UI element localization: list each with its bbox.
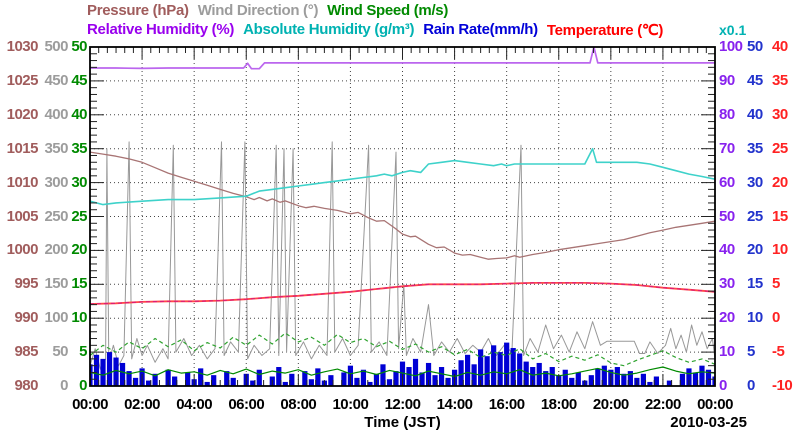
legend-item: Wind Speed (m/s) <box>327 2 449 19</box>
y-tick-temperature: 5 <box>772 275 780 293</box>
scale-note: x0.1 <box>719 22 747 38</box>
y-tick-wind_direction: 200 <box>44 241 68 259</box>
legend-item: Rain Rate(mm/h) <box>423 21 538 38</box>
y-tick-wind_speed: 10 <box>71 309 87 327</box>
y-tick-pressure: 1025 <box>6 71 39 89</box>
y-tick-temperature: 20 <box>772 173 788 191</box>
y-tick-pressure: 1010 <box>6 173 39 191</box>
y-tick-wind_speed: 5 <box>79 343 87 361</box>
y-tick-temperature: 35 <box>772 71 788 89</box>
y-tick-temperature: 15 <box>772 207 788 225</box>
y-tick-temperature: -5 <box>772 343 785 361</box>
y-tick-relative_humidity: 100 <box>719 38 743 55</box>
y-tick-rain_rate: 45 <box>747 71 763 89</box>
y-tick-relative_humidity: 50 <box>719 207 735 225</box>
y-tick-wind_direction: 300 <box>44 173 68 191</box>
y-tick-rain_rate: 25 <box>747 207 763 225</box>
y-tick-wind_direction: 250 <box>44 207 68 225</box>
y-tick-pressure: 995 <box>14 275 38 293</box>
y-tick-wind_speed: 50 <box>71 38 87 55</box>
x-tick-label: 14:00 <box>436 396 473 413</box>
y-tick-rain_rate: 20 <box>747 241 763 259</box>
x-axis-title: Time (JST) <box>364 414 441 431</box>
x-tick-label: 04:00 <box>176 396 213 413</box>
y-tick-wind_direction: 100 <box>44 309 68 327</box>
y-tick-relative_humidity: 30 <box>719 275 735 293</box>
y-tick-pressure: 1020 <box>6 105 39 123</box>
y-tick-wind_speed: 25 <box>71 207 87 225</box>
y-tick-wind_direction: 0 <box>60 377 68 394</box>
y-tick-wind_direction: 350 <box>44 139 68 157</box>
y-tick-wind_direction: 50 <box>52 343 68 361</box>
y-tick-rain_rate: 5 <box>747 343 755 361</box>
y-tick-rain_rate: 50 <box>747 38 763 55</box>
y-tick-wind_direction: 150 <box>44 275 68 293</box>
y-tick-rain_rate: 15 <box>747 275 763 293</box>
date-label: 2010-03-25 <box>670 414 747 431</box>
y-tick-relative_humidity: 20 <box>719 309 735 327</box>
y-tick-pressure: 980 <box>14 377 38 394</box>
y-tick-temperature: -10 <box>772 377 793 394</box>
y-tick-pressure: 1015 <box>6 139 39 157</box>
legend-item: Wind Direction (°) <box>197 2 319 19</box>
x-tick-label: 16:00 <box>488 396 525 413</box>
x-tick-label: 00:00 <box>72 396 108 413</box>
x-tick-label: 08:00 <box>280 396 317 413</box>
y-tick-temperature: 40 <box>772 38 788 55</box>
y-tick-rain_rate: 10 <box>747 309 763 327</box>
y-tick-relative_humidity: 10 <box>719 343 735 361</box>
y-tick-relative_humidity: 60 <box>719 173 735 191</box>
y-tick-relative_humidity: 90 <box>719 71 735 89</box>
x-tick-label: 18:00 <box>540 396 577 413</box>
y-tick-wind_speed: 15 <box>71 275 87 293</box>
x-tick-label: 20:00 <box>592 396 629 413</box>
x-tick-label: 10:00 <box>332 396 369 413</box>
y-tick-temperature: 10 <box>772 241 788 259</box>
y-tick-pressure: 1005 <box>6 207 39 225</box>
y-tick-rain_rate: 0 <box>747 377 755 394</box>
y-tick-wind_speed: 20 <box>71 241 87 259</box>
x-tick-label: 12:00 <box>384 396 421 413</box>
y-tick-temperature: 30 <box>772 105 788 123</box>
legend-item: Absolute Humidity (g/m³) <box>243 21 415 38</box>
y-tick-pressure: 1030 <box>6 38 39 55</box>
y-tick-temperature: 25 <box>772 139 788 157</box>
legend-item: Temperature (℃) <box>546 22 664 39</box>
legend-item: Pressure (hPa) <box>87 2 189 19</box>
y-tick-relative_humidity: 0 <box>719 377 727 394</box>
legend-item: Relative Humidity (%) <box>87 21 235 38</box>
x-tick-label: 00:00 <box>697 396 733 413</box>
y-tick-rain_rate: 30 <box>747 173 763 191</box>
y-tick-pressure: 985 <box>14 343 38 361</box>
x-tick-label: 22:00 <box>644 396 681 413</box>
y-tick-relative_humidity: 70 <box>719 139 735 157</box>
y-tick-wind_direction: 400 <box>44 105 68 123</box>
y-tick-wind_direction: 450 <box>44 71 68 89</box>
y-tick-pressure: 990 <box>14 309 38 327</box>
y-tick-wind_direction: 500 <box>44 38 68 55</box>
y-tick-wind_speed: 30 <box>71 173 87 191</box>
x-tick-label: 02:00 <box>124 396 161 413</box>
y-tick-relative_humidity: 40 <box>719 241 735 259</box>
y-tick-wind_speed: 35 <box>71 139 87 157</box>
y-tick-wind_speed: 45 <box>71 71 87 89</box>
legend-row-1: Pressure (hPa) Wind Direction (°) Wind Spe… <box>87 2 448 19</box>
y-tick-wind_speed: 0 <box>79 377 87 394</box>
x-tick-label: 06:00 <box>228 396 265 413</box>
y-tick-temperature: 0 <box>772 309 780 327</box>
y-tick-rain_rate: 35 <box>747 139 763 157</box>
legend-row-2: Relative Humidity (%) Absolute Humidity (… <box>87 21 663 39</box>
y-tick-relative_humidity: 80 <box>719 105 735 123</box>
y-tick-rain_rate: 40 <box>747 105 763 123</box>
y-tick-wind_speed: 40 <box>71 105 87 123</box>
y-tick-pressure: 1000 <box>6 241 39 259</box>
